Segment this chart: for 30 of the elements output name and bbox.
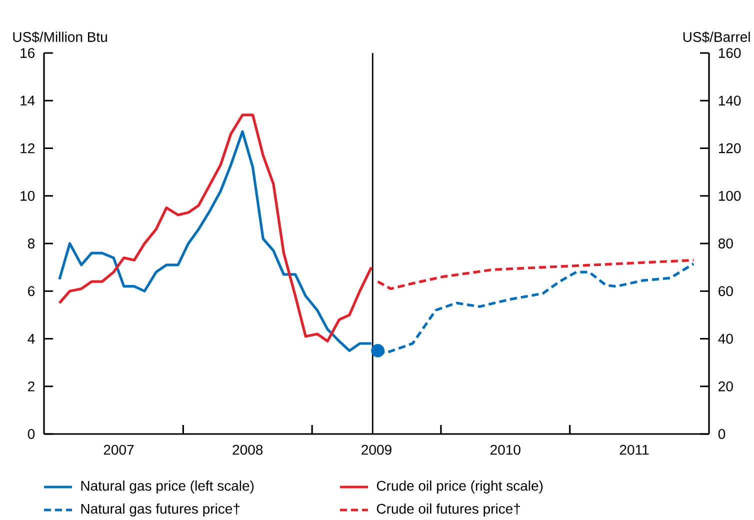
legend-label: Crude oil price (right scale) <box>376 480 543 494</box>
x-tick-label: 2010 <box>490 444 520 455</box>
y-tick-label: 0 <box>28 429 35 439</box>
y2-tick-label: 120 <box>718 143 741 154</box>
y2-tick-label: 80 <box>718 238 733 248</box>
x-tick-label: 2009 <box>362 444 392 455</box>
y2-axis-title: US$/Barrel <box>683 31 750 43</box>
x-tick-label: 2011 <box>620 444 649 455</box>
y2-tick-label: 20 <box>718 381 733 392</box>
y-tick-label: 12 <box>20 143 34 154</box>
y2-tick-label: 140 <box>718 96 741 106</box>
y2-tick-label: 40 <box>718 334 733 344</box>
line-series <box>376 258 695 290</box>
y2-tick-label: 100 <box>718 190 741 201</box>
y-tick-label: 16 <box>20 48 35 58</box>
legend-label: Natural gas price (left scale) <box>81 480 254 494</box>
legend-label: Crude oil futures price† <box>376 503 520 517</box>
y-tick-label: 8 <box>28 238 35 248</box>
y-tick-label: 2 <box>28 381 34 392</box>
y-axis-title: US$/Million Btu <box>13 31 107 43</box>
y2-tick-label: 60 <box>718 286 733 296</box>
x-tick-label: 2007 <box>104 444 134 455</box>
y-tick-label: 14 <box>20 96 35 106</box>
legend-label: Natural gas futures price† <box>81 503 240 517</box>
y-tick-label: 10 <box>20 190 35 201</box>
x-tick-label: 2008 <box>232 444 263 455</box>
y-tick-label: 4 <box>28 334 35 344</box>
y2-tick-label: 160 <box>718 48 741 58</box>
y-tick-label: 6 <box>28 286 35 296</box>
y2-tick-label: 0 <box>718 429 726 439</box>
